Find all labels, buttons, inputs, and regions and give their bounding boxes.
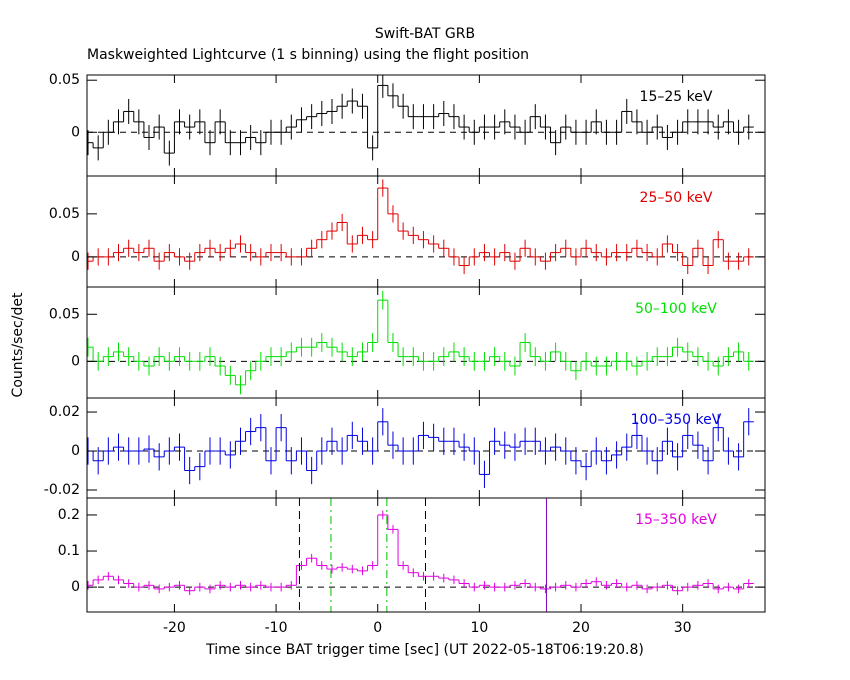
y-tick-label: 0.05 (49, 72, 80, 88)
x-tick-label: 20 (572, 620, 590, 636)
x-axis-label: Time since BAT trigger time [sec] (UT 20… (205, 642, 644, 658)
panel-label: 50–100 keV (635, 301, 717, 317)
y-tick-label: 0.05 (49, 306, 80, 322)
y-axis-label: Counts/sec/det (10, 292, 26, 397)
y-tick-label: 0 (71, 443, 80, 459)
y-tick-label: 0 (71, 579, 80, 595)
panel-2 (87, 290, 765, 395)
panel-label: 15–25 keV (640, 89, 713, 105)
x-tick-label: 0 (373, 620, 382, 636)
x-tick-label: 30 (674, 620, 692, 636)
y-tick-label: 0.1 (58, 543, 80, 559)
chart-subtitle: Maskweighted Lightcurve (1 s binning) us… (87, 47, 529, 63)
panel-frame (86, 497, 766, 613)
y-tick-label: 0 (71, 249, 80, 265)
y-tick-label: 0 (71, 353, 80, 369)
y-tick-label: 0 (71, 124, 80, 140)
y-tick-label: 0.02 (49, 404, 80, 420)
y-tick-label: -0.02 (44, 482, 80, 498)
panel-label: 25–50 keV (640, 190, 713, 206)
panel-4 (87, 498, 765, 612)
x-tick-label: -10 (265, 620, 288, 636)
chart-title: Swift-BAT GRB (375, 26, 475, 42)
panel-1 (87, 179, 765, 275)
y-tick-label: 0.05 (49, 206, 80, 222)
panel-label: 100–350 keV (631, 412, 722, 428)
panel-3 (87, 408, 765, 489)
x-tick-label: -20 (163, 620, 186, 636)
panel-label: 15–350 keV (635, 512, 717, 528)
y-tick-label: 0.2 (58, 507, 80, 523)
panel-0 (87, 75, 765, 166)
x-tick-label: 10 (470, 620, 488, 636)
